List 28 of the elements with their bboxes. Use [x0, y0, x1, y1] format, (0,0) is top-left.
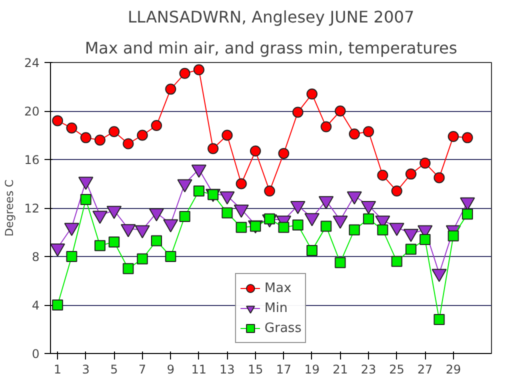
x-tick-label: 7 — [138, 362, 146, 376]
y-tick-label: 24 — [24, 56, 40, 70]
x-tick-label: 3 — [82, 362, 90, 376]
x-tick-label: 19 — [304, 362, 320, 376]
x-tick-label: 15 — [248, 362, 264, 376]
x-tick-label: 27 — [417, 362, 433, 376]
x-tick-label: 1 — [54, 362, 62, 376]
chart-subtitle: Max and min air, and grass min, temperatures — [84, 38, 458, 58]
legend-label: Max — [264, 280, 292, 296]
legend-label: Min — [264, 300, 288, 316]
legend-label: Grass — [264, 320, 302, 336]
y-tick-label: 12 — [24, 202, 40, 216]
x-tick-label: 29 — [446, 362, 461, 376]
y-tick-label: 16 — [24, 153, 40, 167]
y-tick-label: 20 — [24, 104, 40, 118]
x-tick-label: 21 — [332, 362, 348, 376]
y-axis-title: Degrees C — [3, 179, 16, 236]
x-tick-label: 17 — [276, 362, 292, 376]
x-tick-label: 25 — [389, 362, 404, 376]
y-tick-label: 8 — [32, 250, 40, 264]
x-tick-label: 23 — [360, 362, 376, 376]
x-tick-label: 11 — [191, 362, 207, 376]
y-tick-label: 4 — [32, 298, 40, 312]
x-tick-label: 9 — [166, 362, 174, 376]
x-tick-label: 5 — [110, 362, 118, 376]
chart-title: LLANSADWRN, Anglesey JUNE 2007 — [128, 8, 414, 26]
y-tick-label: 0 — [32, 347, 40, 361]
x-tick-label: 13 — [220, 362, 235, 376]
